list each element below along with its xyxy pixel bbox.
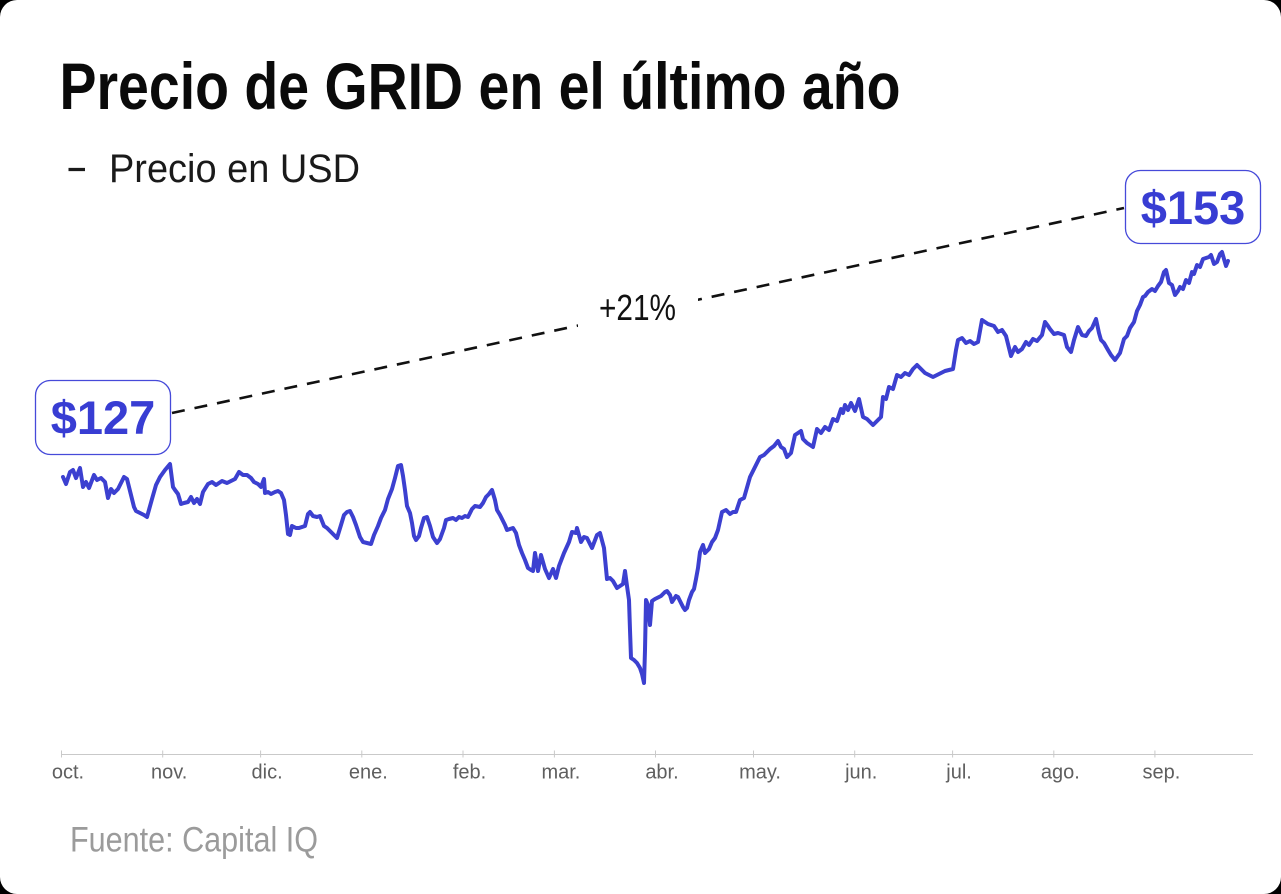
- svg-text:Precio en USD: Precio en USD: [109, 147, 360, 191]
- svg-text:ene.: ene.: [349, 761, 388, 783]
- svg-text:jun.: jun.: [844, 761, 877, 783]
- svg-text:abr.: abr.: [645, 761, 678, 783]
- svg-text:+21%: +21%: [599, 287, 676, 328]
- svg-text:dic.: dic.: [252, 761, 283, 783]
- svg-text:ago.: ago.: [1041, 761, 1080, 783]
- svg-text:nov.: nov.: [151, 761, 187, 783]
- svg-text:Precio de GRID en el último añ: Precio de GRID en el último año: [60, 49, 901, 123]
- svg-text:jul.: jul.: [945, 761, 972, 783]
- svg-text:sep.: sep.: [1142, 761, 1180, 783]
- svg-text:$127: $127: [51, 391, 156, 444]
- svg-text:mar.: mar.: [541, 761, 580, 783]
- svg-text:Fuente: Capital IQ: Fuente: Capital IQ: [70, 821, 318, 860]
- svg-text:oct.: oct.: [52, 761, 84, 783]
- svg-text:may.: may.: [739, 761, 781, 783]
- svg-text:feb.: feb.: [453, 761, 486, 783]
- svg-text:$153: $153: [1141, 181, 1246, 234]
